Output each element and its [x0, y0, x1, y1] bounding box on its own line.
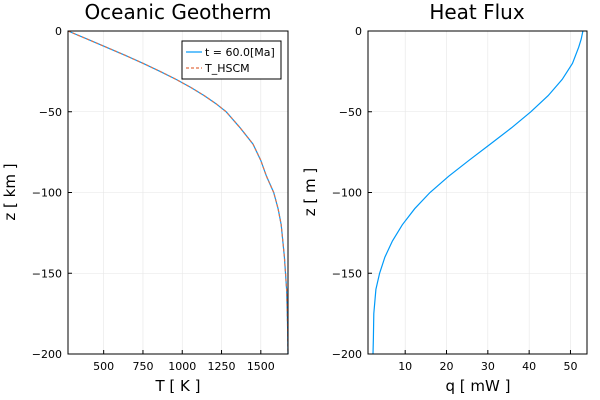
legend-label-hscm: T_HSCM [204, 62, 250, 75]
geotherm-y-tick-label: 0 [55, 25, 62, 38]
heatflux-y-tick-label: −50 [339, 106, 362, 119]
heatflux-series-0 [372, 30, 584, 355]
geotherm-title: Oceanic Geotherm [84, 0, 271, 24]
heatflux-y-tick-label: −150 [332, 267, 362, 280]
heatflux-y-tick-label: −200 [332, 348, 362, 361]
geotherm-x-tick-label: 1000 [168, 360, 196, 373]
heatflux-y-ticks: 0 −50 −100 −150 −200 [332, 25, 372, 361]
legend-box [181, 40, 282, 80]
heatflux-frame [367, 30, 588, 355]
geotherm-y-tick-label: −150 [32, 267, 62, 280]
geotherm-panel: Oceanic Geotherm 500 750 1000 1250 1500 0 −50… [1, 0, 289, 395]
geotherm-y-ticks: 0 −50 −100 −150 −200 [32, 25, 72, 361]
heatflux-x-tick-label: 20 [440, 360, 454, 373]
geotherm-x-tick-label: 500 [93, 360, 114, 373]
heatflux-y-tick-label: −100 [332, 187, 362, 200]
geotherm-frame [67, 30, 289, 355]
geotherm-y-tick-label: −200 [32, 348, 62, 361]
heatflux-lines [372, 30, 584, 355]
geotherm-y-axis-label: z [ km ] [1, 163, 19, 220]
heatflux-x-axis-label: q [ mW ] [446, 377, 511, 395]
geotherm-series-1 [67, 30, 289, 355]
heatflux-x-tick-label: 40 [522, 360, 536, 373]
heatflux-grid [368, 30, 587, 355]
heatflux-x-tick-label: 10 [398, 360, 412, 373]
geotherm-x-tick-label: 750 [132, 360, 153, 373]
heatflux-x-tick-label: 30 [481, 360, 495, 373]
heatflux-x-ticks: 10 20 30 40 50 [398, 350, 577, 373]
geotherm-x-ticks: 500 750 1000 1250 1500 [93, 350, 275, 373]
heatflux-y-tick-label: 0 [355, 25, 362, 38]
geotherm-x-axis-label: T [ K ] [154, 377, 200, 395]
geotherm-y-tick-label: −100 [32, 187, 62, 200]
heatflux-panel: Heat Flux 10 20 30 40 50 0 −50 −100 −150 −200 q … [301, 0, 588, 395]
heatflux-y-axis-label: z [ m ] [301, 168, 319, 217]
heatflux-title: Heat Flux [429, 0, 525, 24]
geotherm-x-tick-label: 1500 [247, 360, 275, 373]
geotherm-y-tick-label: −50 [39, 106, 62, 119]
heatflux-x-tick-label: 50 [563, 360, 577, 373]
geotherm-x-tick-label: 1250 [208, 360, 236, 373]
legend-label-tempmodel: t = 60.0[Ma] [205, 46, 275, 59]
legend: t = 60.0[Ma] T_HSCM [181, 40, 282, 80]
geotherm-lines [67, 30, 289, 355]
